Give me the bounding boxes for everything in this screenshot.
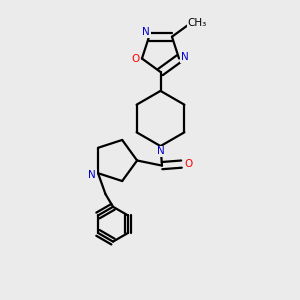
Text: N: N (181, 52, 189, 62)
Text: CH₃: CH₃ (188, 18, 207, 28)
Text: O: O (131, 53, 140, 64)
Text: O: O (184, 159, 192, 169)
Text: N: N (157, 146, 164, 157)
Text: N: N (88, 170, 96, 180)
Text: N: N (142, 27, 150, 37)
